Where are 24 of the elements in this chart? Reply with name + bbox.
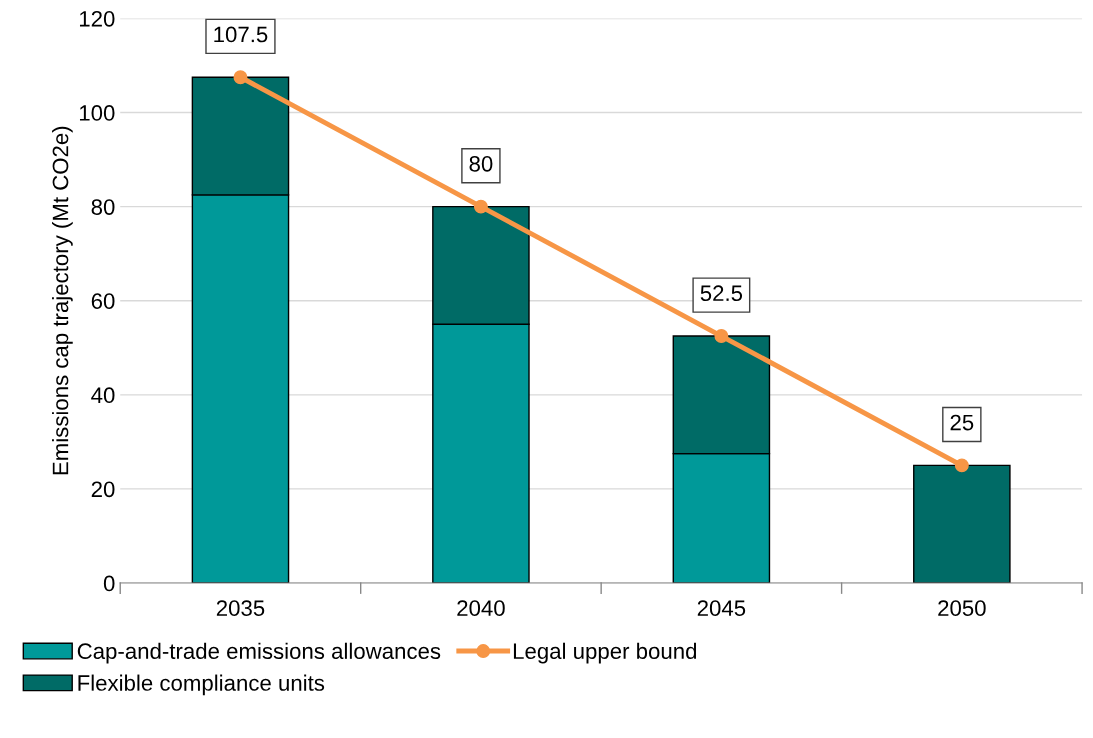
data-label: 107.5 — [214, 26, 268, 43]
y-tick-label: 80 — [91, 199, 115, 215]
x-tick-label: 2040 — [457, 600, 505, 617]
legend-label: Legal upper bound — [513, 642, 697, 664]
y-tick-label: 20 — [91, 481, 115, 498]
x-tick-label: 2050 — [938, 600, 986, 617]
data-label: 80 — [469, 155, 493, 172]
x-tick-label: 2045 — [697, 600, 746, 617]
y-tick-label: 100 — [79, 105, 115, 121]
y-axis-title: Emissions cap trajectory (Mt CO2e) — [52, 126, 73, 475]
y-tick-label: 120 — [79, 10, 115, 27]
point — [954, 458, 969, 473]
point — [714, 329, 729, 343]
legend-label: Cap-and-trade emissions allowances — [77, 642, 441, 664]
point — [473, 199, 488, 214]
x-tick-label: 2035 — [216, 600, 265, 617]
y-tick-label: 0 — [103, 575, 115, 592]
y-tick-label: 60 — [91, 293, 115, 310]
point — [233, 70, 248, 85]
data-label: 52.5 — [700, 285, 743, 302]
y-tick-label: 40 — [91, 387, 115, 404]
data-label: 25 — [950, 414, 974, 431]
bar — [913, 464, 1011, 584]
legend-label: Flexible compliance units — [78, 674, 325, 696]
